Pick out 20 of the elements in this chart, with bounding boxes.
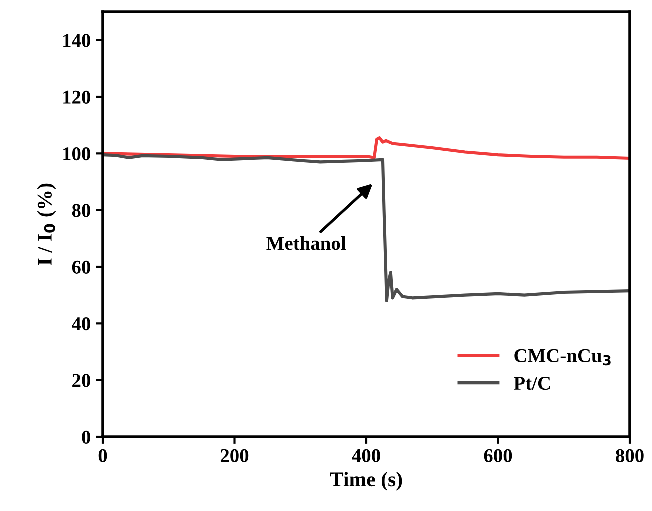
x-tick-label: 200	[220, 449, 249, 462]
y-tick-label: 140	[64, 34, 90, 48]
x-tick-label: 400	[352, 449, 380, 462]
y-tick-label: 0	[82, 430, 90, 444]
line-series	[103, 136, 630, 160]
line-series	[103, 154, 630, 303]
y-axis-title: I / I$_{0}$ (%)	[37, 184, 56, 266]
x-tick-label: 800	[616, 449, 644, 462]
legend-label: Pt/C	[514, 376, 550, 390]
y-tick-label: 80	[72, 204, 90, 218]
y-tick-label: 100	[64, 147, 90, 161]
x-tick-label: 600	[484, 449, 512, 462]
y-tick-label: 40	[72, 317, 90, 331]
y-tick-label: 60	[72, 260, 90, 274]
y-tick-label: 120	[64, 90, 90, 104]
legend-label: CMC-nCu$_{3}$	[514, 349, 611, 366]
annotation: Methanol	[266, 236, 346, 250]
y-tick-label: 20	[72, 374, 90, 388]
x-tick-label: 0	[98, 449, 108, 462]
x-axis-title: Time (s)	[330, 472, 402, 491]
